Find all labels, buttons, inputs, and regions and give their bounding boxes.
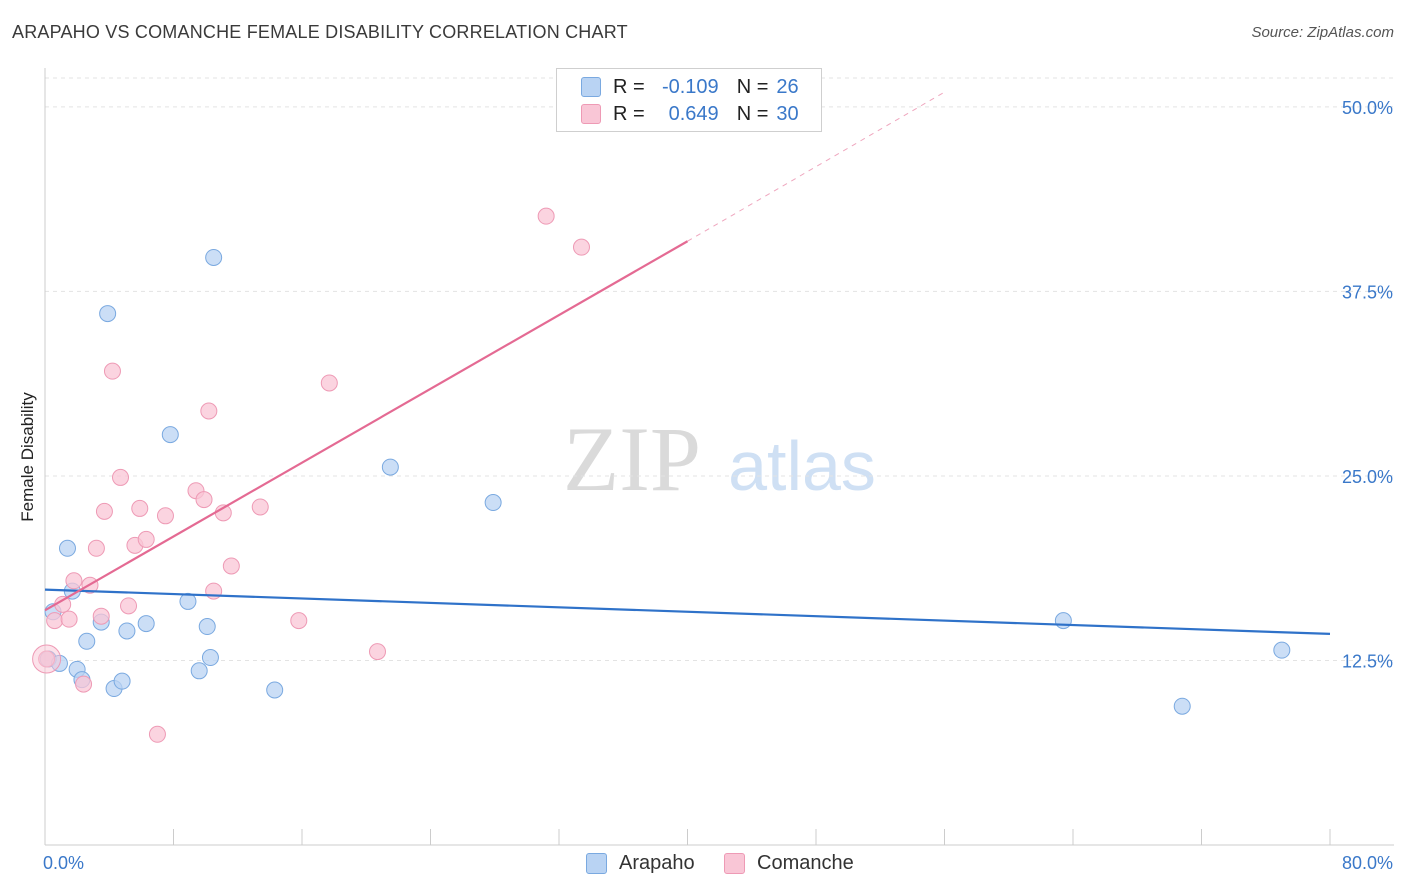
series-legend: Arapaho Comanche: [0, 852, 1406, 878]
watermark-atlas: atlas: [728, 427, 876, 505]
comanche-point: [46, 612, 64, 630]
comanche-point: [137, 530, 155, 548]
comanche-point: [75, 675, 93, 693]
n-label: N =: [736, 102, 769, 125]
arapaho-point: [201, 649, 219, 667]
arapaho-point: [58, 539, 76, 557]
r-label: R =: [613, 102, 645, 125]
x-tick-label-min: 0.0%: [43, 853, 84, 873]
legend-row-comanche: R = 0.649 N = 30: [581, 101, 799, 127]
source-label: Source: ZipAtlas.com: [1251, 24, 1394, 41]
r-label: R =: [613, 75, 645, 98]
arapaho-point: [1273, 641, 1291, 659]
comanche-point: [148, 725, 166, 743]
comanche-point: [368, 643, 386, 661]
arapaho-point: [161, 426, 179, 444]
legend-label-comanche: Comanche: [757, 852, 854, 874]
comanche-point: [131, 499, 149, 517]
comanche-point: [87, 539, 105, 557]
y-tick-label: 25.0%: [1342, 467, 1393, 487]
arapaho-point: [381, 458, 399, 476]
arapaho-point: [484, 494, 502, 512]
arapaho-point: [266, 681, 284, 699]
legend-label-arapaho: Arapaho: [619, 852, 695, 874]
x-tick-label-max: 80.0%: [1342, 853, 1393, 873]
arapaho-point: [190, 662, 208, 680]
arapaho-point: [1054, 612, 1072, 630]
arapaho-point: [1173, 697, 1191, 715]
comanche-point: [92, 607, 110, 625]
y-tick-label: 37.5%: [1342, 282, 1393, 302]
comanche-point: [200, 402, 218, 420]
arapaho-point: [179, 592, 197, 610]
comanche-point: [120, 597, 138, 615]
arapaho-point: [78, 632, 96, 650]
r-value-arapaho: -0.109: [661, 75, 719, 98]
arapaho-point: [137, 615, 155, 633]
comanche-swatch: [581, 104, 601, 124]
n-value-arapaho: 26: [776, 75, 799, 98]
comanche-point: [65, 572, 83, 590]
watermark-zip: ZIP: [563, 408, 701, 510]
comanche-point: [222, 557, 240, 575]
comanche-point: [95, 502, 113, 520]
comanche-point: [195, 491, 213, 509]
arapaho-point: [198, 618, 216, 636]
y-axis-label: Female Disability: [18, 392, 37, 522]
r-value-comanche: 0.649: [668, 102, 719, 125]
n-label: N =: [736, 75, 769, 98]
comanche-point: [60, 610, 78, 628]
arapaho-point: [113, 672, 131, 690]
comanche-point: [537, 207, 555, 225]
comanche-trend-line: [44, 240, 689, 612]
chart-title: ARAPAHO VS COMANCHE FEMALE DISABILITY CO…: [12, 22, 628, 42]
comanche-point: [290, 612, 308, 630]
comanche-point: [251, 498, 269, 516]
comanche-point: [156, 507, 174, 525]
arapaho-point: [99, 305, 117, 323]
arapaho-point: [205, 248, 223, 266]
comanche-point: [572, 238, 590, 256]
legend-item-comanche[interactable]: Comanche: [724, 852, 854, 875]
arapaho-swatch: [581, 77, 601, 97]
arapaho-trend-line: [44, 588, 1331, 636]
comanche-point: [111, 468, 129, 486]
arapaho-legend-swatch: [586, 853, 607, 874]
y-tick-label: 12.5%: [1342, 651, 1393, 671]
comanche-point: [320, 374, 338, 392]
correlation-legend: R = -0.109 N = 26 R = 0.649 N = 30: [556, 68, 822, 132]
y-tick-label: 50.0%: [1342, 98, 1393, 118]
comanche-point: [103, 362, 121, 380]
n-value-comanche: 30: [776, 102, 799, 125]
comanche-legend-swatch: [724, 853, 745, 874]
comanche-point-large: [32, 644, 62, 674]
arapaho-point: [118, 622, 136, 640]
legend-item-arapaho[interactable]: Arapaho: [586, 852, 695, 875]
legend-row-arapaho: R = -0.109 N = 26: [581, 74, 799, 100]
